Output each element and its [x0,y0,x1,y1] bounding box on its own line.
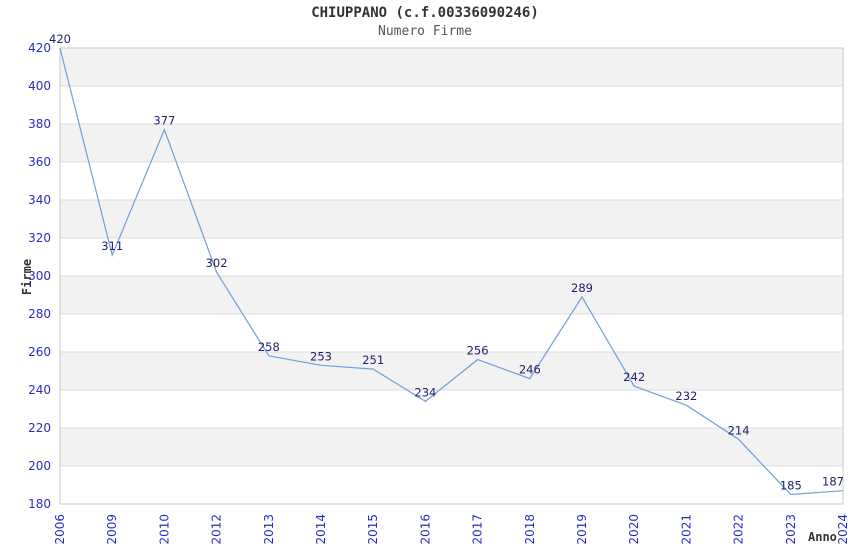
y-tick-label: 240 [28,383,51,397]
data-point-label: 302 [206,256,228,270]
x-axis-name: Anno [808,530,837,544]
y-tick-label: 200 [28,459,51,473]
x-tick-label: 2019 [575,514,589,545]
data-point-label: 311 [101,239,123,253]
x-tick-label: 2018 [523,514,537,545]
x-tick-label: 2020 [627,514,641,545]
x-tick-label: 2009 [105,514,119,545]
data-line [59,47,844,496]
data-point-label: 377 [153,114,175,128]
x-tick-label: 2013 [262,514,276,545]
y-tick-label: 380 [28,117,51,131]
y-tick-label: 280 [28,307,51,321]
x-tick-label: 2014 [314,514,328,545]
data-point-label: 242 [623,370,645,384]
chart-subtitle: Numero Firme [378,24,472,39]
data-point-label: 289 [571,281,593,295]
background-band [60,200,843,238]
y-tick-label: 340 [28,193,51,207]
data-point-label: 256 [467,344,489,358]
data-point-label: 187 [822,475,844,489]
x-tick-label: 2015 [366,514,380,545]
y-tick-label: 320 [28,231,51,245]
y-tick-label: 220 [28,421,51,435]
y-axis-name: Firme [20,258,34,296]
y-tick-label: 400 [28,79,51,93]
data-point-label: 185 [780,479,802,493]
x-tick-label: 2017 [471,514,485,545]
x-tick-label: 2010 [157,514,171,545]
x-tick-label: 2021 [679,514,693,545]
background-band [60,48,843,86]
y-tick-label: 360 [28,155,51,169]
data-point-label: 246 [519,363,541,377]
background-band [60,428,843,466]
y-tick-label: 180 [28,497,51,511]
background-band [60,352,843,390]
data-point-label: 258 [258,340,280,354]
background-band [60,124,843,162]
x-tick-label: 2022 [732,514,746,545]
x-tick-label: 2006 [53,514,67,545]
y-tick-label: 300 [28,269,51,283]
x-tick-label: 2024 [836,514,850,545]
y-tick-label: 420 [28,41,51,55]
x-tick-label: 2023 [784,514,798,545]
data-point-label: 420 [49,32,71,46]
data-point-label: 214 [728,423,750,437]
plot-border [59,47,844,505]
data-point-label: 234 [414,385,436,399]
data-point-label: 253 [310,349,332,363]
background-band [60,276,843,314]
data-point-label: 251 [362,353,384,367]
data-point-label: 232 [675,389,697,403]
chart-title: CHIUPPANO (c.f.00336090246) [311,5,539,21]
x-tick-label: 2012 [210,514,224,545]
x-tick-label: 2016 [418,514,432,545]
y-tick-label: 260 [28,345,51,359]
